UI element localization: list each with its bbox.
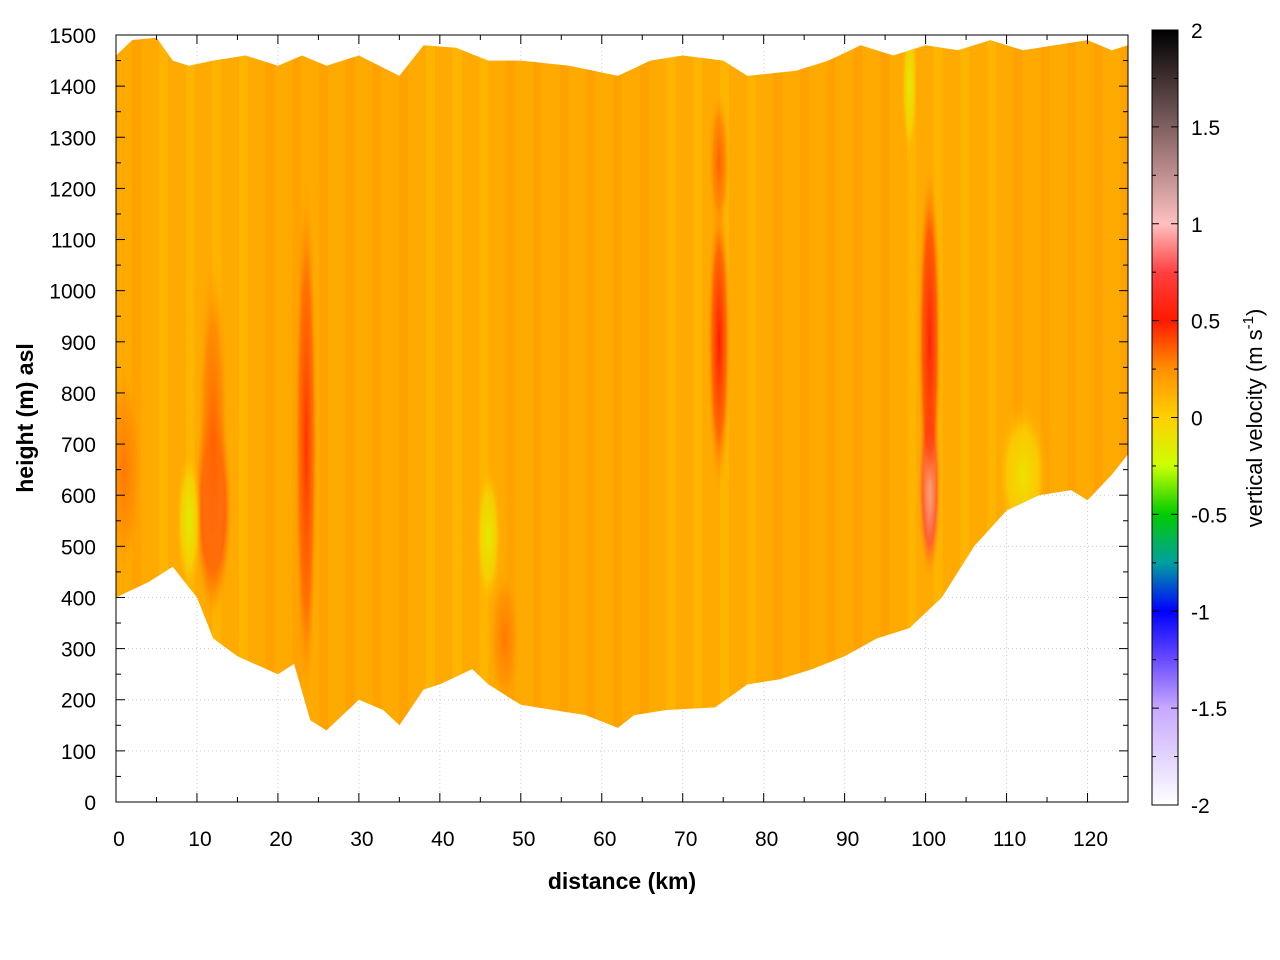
velocity-stripe bbox=[773, 37, 783, 731]
velocity-stripe bbox=[666, 37, 676, 731]
velocity-feature bbox=[175, 447, 202, 595]
velocity-feature bbox=[197, 247, 229, 641]
velocity-stripe bbox=[613, 37, 622, 731]
y-tick-label: 700 bbox=[61, 434, 96, 457]
colorbar-tick-label: -0.5 bbox=[1191, 504, 1227, 527]
velocity-stripe bbox=[1120, 37, 1128, 731]
velocity-stripe bbox=[426, 37, 435, 731]
x-tick-label: 120 bbox=[1073, 828, 1108, 851]
velocity-stripe bbox=[559, 37, 569, 731]
x-tick-label: 30 bbox=[350, 828, 373, 851]
y-tick-label: 600 bbox=[61, 485, 96, 508]
velocity-stripe bbox=[586, 37, 596, 731]
y-axis-label: height (m) asl bbox=[12, 343, 38, 493]
velocity-feature bbox=[489, 564, 521, 713]
velocity-feature bbox=[708, 89, 730, 237]
x-axis-label: distance (km) bbox=[548, 868, 696, 894]
velocity-stripe bbox=[987, 37, 997, 731]
colorbar: 2 1.5 1 0.5 0 -0.5 -1 -1.5 -2 bbox=[1151, 20, 1227, 818]
colorbar-tick-label: 0.5 bbox=[1191, 311, 1220, 334]
colorbar-label-superscript: -1 bbox=[1240, 316, 1257, 329]
velocity-stripe bbox=[185, 37, 195, 731]
colorbar-label-close: ) bbox=[1242, 309, 1267, 316]
velocity-stripe bbox=[693, 37, 703, 731]
colorbar-tick-label: -2 bbox=[1191, 795, 1210, 818]
velocity-feature bbox=[294, 167, 318, 721]
velocity-stripe bbox=[239, 37, 248, 731]
x-tick-label: 60 bbox=[593, 828, 616, 851]
x-tick-label: 70 bbox=[674, 828, 697, 851]
velocity-feature bbox=[475, 462, 502, 610]
y-tick-label: 200 bbox=[61, 690, 96, 713]
velocity-stripe bbox=[345, 37, 355, 731]
y-tick-label: 0 bbox=[84, 792, 96, 815]
velocity-stripe bbox=[532, 37, 542, 731]
y-tick-label: 500 bbox=[61, 536, 96, 559]
velocity-stripe bbox=[265, 37, 275, 731]
y-tick-label: 1500 bbox=[49, 25, 96, 48]
colorbar-tick-label: 0 bbox=[1191, 408, 1203, 431]
x-tick-label: 0 bbox=[113, 828, 125, 851]
velocity-stripe bbox=[1067, 37, 1077, 731]
velocity-stripe bbox=[479, 37, 489, 731]
x-tick-label: 90 bbox=[836, 828, 859, 851]
colorbar-tick-label: -1.5 bbox=[1191, 698, 1227, 721]
velocity-stripe bbox=[158, 37, 168, 731]
velocity-stripe bbox=[399, 37, 409, 731]
y-tick-label: 1300 bbox=[49, 127, 96, 150]
velocity-stripe bbox=[906, 37, 916, 731]
velocity-stripe bbox=[639, 37, 649, 731]
x-tick-label: 110 bbox=[993, 828, 1026, 851]
velocity-stripe bbox=[853, 37, 863, 731]
x-tick-label: 40 bbox=[431, 828, 454, 851]
velocity-feature bbox=[707, 188, 731, 496]
colorbar-tick-label: 1.5 bbox=[1191, 117, 1220, 140]
velocity-stripe bbox=[1093, 37, 1103, 731]
x-tick-label: 100 bbox=[911, 828, 946, 851]
velocity-stripe bbox=[1040, 37, 1050, 731]
velocity-feature bbox=[917, 157, 942, 526]
colorbar-label: vertical velocity (m s-1) bbox=[1240, 309, 1267, 528]
velocity-stripe bbox=[452, 37, 462, 731]
velocity-stripe bbox=[960, 37, 970, 731]
x-tick-label: 80 bbox=[755, 828, 778, 851]
velocity-stripe bbox=[880, 37, 890, 731]
velocity-stripe bbox=[746, 37, 756, 731]
y-tick-label: 1400 bbox=[49, 76, 96, 99]
colorbar-tick-label: 2 bbox=[1191, 20, 1203, 43]
y-tick-label: 800 bbox=[61, 383, 96, 406]
y-tick-label: 400 bbox=[61, 587, 96, 610]
axis-ticks: 0 10 20 30 40 50 60 70 80 90 100 110 120010020030040… bbox=[49, 25, 1128, 851]
velocity-feature bbox=[996, 401, 1049, 549]
velocity-stripe bbox=[826, 37, 836, 731]
x-tick-label: 10 bbox=[188, 828, 211, 851]
x-tick-label: 50 bbox=[512, 828, 535, 851]
y-tick-label: 900 bbox=[61, 332, 96, 355]
y-tick-label: 1200 bbox=[49, 178, 96, 201]
velocity-feature bbox=[116, 359, 144, 581]
colorbar-tick-label: -1 bbox=[1191, 601, 1210, 624]
velocity-stripe bbox=[800, 37, 810, 731]
velocity-field bbox=[116, 37, 1128, 731]
velocity-stripe bbox=[319, 37, 329, 731]
velocity-stripe bbox=[372, 37, 382, 731]
y-tick-label: 1100 bbox=[51, 230, 96, 253]
x-tick-label: 20 bbox=[269, 828, 292, 851]
y-tick-label: 100 bbox=[61, 741, 96, 764]
colorbar-tick-label: 1 bbox=[1191, 214, 1203, 237]
velocity-stripe bbox=[506, 37, 516, 731]
velocity-stripe bbox=[1013, 37, 1023, 731]
y-tick-label: 1000 bbox=[49, 281, 96, 304]
y-tick-label: 300 bbox=[61, 639, 96, 662]
velocity-stripe bbox=[132, 37, 142, 731]
